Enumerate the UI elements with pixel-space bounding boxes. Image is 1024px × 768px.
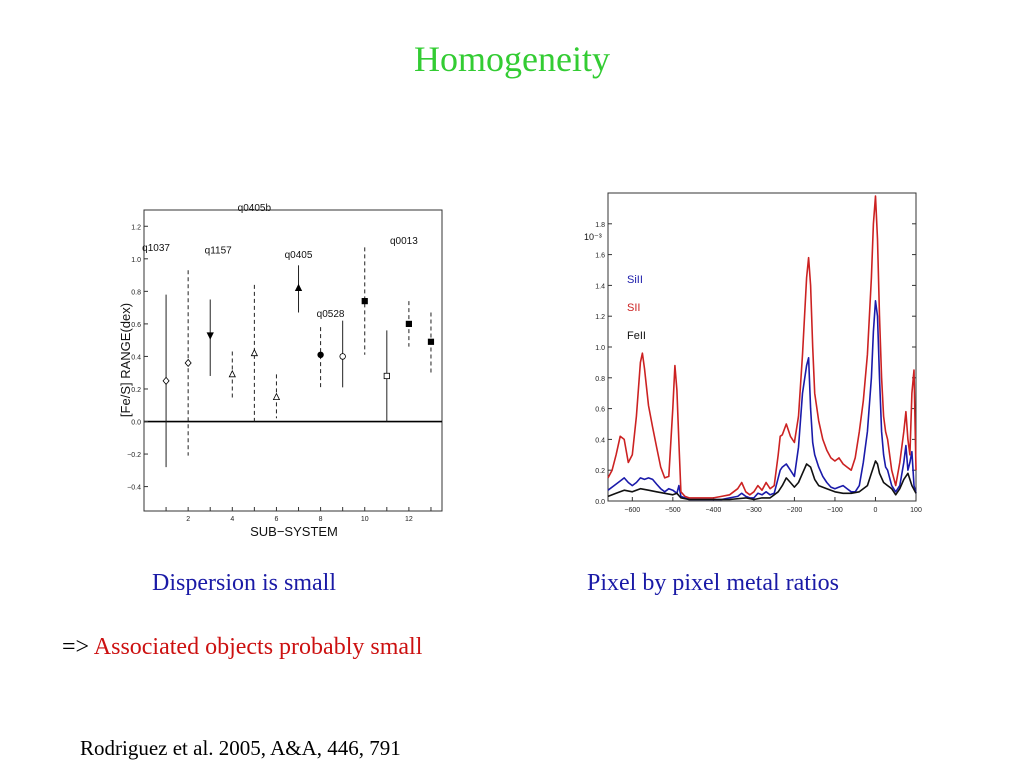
x-tick-label: 4 <box>230 516 234 523</box>
series-line-feii <box>607 460 917 501</box>
dispersion-chart: 1.2 1.0 0.8 0.6 0.4 0.2 0.0 −0.2 −0.4 2 4 6 8 10 12 q1… <box>118 203 443 539</box>
reference-citation: Rodriguez et al. 2005, A&A, 446, 791 <box>80 736 401 760</box>
y-tick-label: 1.2 <box>595 314 605 321</box>
x-tick-label: −100 <box>827 507 843 514</box>
y-tick-label: 1.6 <box>595 253 605 260</box>
x-tick-label: 100 <box>910 507 922 514</box>
series-line-sii <box>607 195 917 499</box>
x-tick-label: −300 <box>746 507 762 514</box>
data-point <box>383 372 390 380</box>
x-tick-label: 10 <box>361 516 369 523</box>
x-tick-label: 8 <box>319 516 323 523</box>
data-point <box>162 376 170 385</box>
legend-sii: SII <box>627 302 640 314</box>
slide-title: Homogeneity <box>414 39 610 79</box>
dispersion-x-axis-label: SUB−SYSTEM <box>250 524 338 539</box>
metal-ratio-chart: 1.8 1.6 1.4 1.2 1.0 0.8 0.6 0.4 0.2 0.0 −600 −500 −4… <box>584 192 922 514</box>
x-tick-label: −500 <box>665 507 681 514</box>
x-tick-label: −600 <box>624 507 640 514</box>
data-point <box>361 298 368 305</box>
data-point <box>272 392 281 401</box>
y-tick-label: 0.0 <box>131 420 141 427</box>
y-tick-label: 0.8 <box>595 376 605 383</box>
data-point <box>405 320 412 327</box>
y-tick-label: 0.6 <box>131 322 141 329</box>
y-tick-label: 1.2 <box>131 224 141 231</box>
data-point <box>206 332 214 340</box>
data-point <box>184 358 192 368</box>
subsystem-label: q0405 <box>285 250 313 261</box>
y-tick-label: 0.4 <box>131 354 141 361</box>
x-tick-label: 0 <box>874 507 878 514</box>
y-tick-label: 0.8 <box>131 289 141 296</box>
dispersion-y-axis-label: [Fe/S] RANGE(dex) <box>118 303 133 417</box>
y-tick-label: 1.0 <box>131 257 141 264</box>
y-tick-label: −0.2 <box>127 452 141 459</box>
conclusion-text: Associated objects probably small <box>93 634 423 660</box>
subsystem-label: q0528 <box>317 309 345 320</box>
subsystem-label: q1157 <box>205 245 233 256</box>
dispersion-plot-frame <box>143 209 443 512</box>
y-tick-label: 0.2 <box>131 387 141 394</box>
subsystem-label: q0405b <box>238 203 272 214</box>
y-tick-label: −0.4 <box>127 485 141 492</box>
y-tick-label: 1.0 <box>595 345 605 352</box>
data-point <box>317 351 324 359</box>
x-tick-label: 6 <box>274 516 278 523</box>
x-tick-label: 2 <box>186 516 190 523</box>
data-point <box>294 283 303 291</box>
subsystem-label: q0013 <box>390 236 418 247</box>
x-tick-label: −400 <box>705 507 721 514</box>
x-tick-label: −200 <box>787 507 803 514</box>
y-tick-label: 1.8 <box>595 222 605 229</box>
x-tick-label: 12 <box>405 516 413 523</box>
y-tick-label: 0.2 <box>595 468 605 475</box>
y-tick-label: 1.4 <box>595 283 605 290</box>
data-point <box>250 348 259 357</box>
y-tick-label: 0.0 <box>595 499 605 506</box>
right-caption: Pixel by pixel metal ratios <box>587 570 839 596</box>
legend-feii: FeII <box>627 330 646 342</box>
data-point <box>228 369 236 378</box>
data-point <box>427 338 435 345</box>
data-point <box>339 353 346 360</box>
legend-siii: SiII <box>627 274 643 286</box>
y-tick-label: 0.4 <box>595 437 605 444</box>
ratio-plot-frame <box>607 192 917 502</box>
subsystem-label: q1037 <box>142 243 170 254</box>
ratio-y-scale-note: 10⁻³ <box>584 232 602 242</box>
conclusion-line: => Associated objects probably small <box>62 634 422 661</box>
arrow-symbol: => <box>62 634 90 660</box>
y-tick-label: 0.6 <box>595 407 605 414</box>
left-caption: Dispersion is small <box>152 570 336 596</box>
series-line-siii <box>607 300 917 501</box>
